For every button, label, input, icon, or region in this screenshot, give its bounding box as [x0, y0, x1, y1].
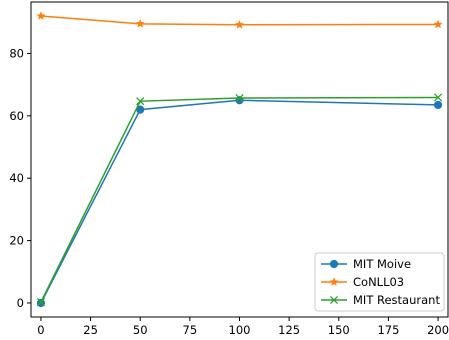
data-point — [136, 97, 145, 106]
data-point — [434, 93, 443, 102]
x-tick-label: 50 — [133, 323, 148, 337]
series-line — [40, 96, 439, 303]
y-tick-label: 80 — [9, 46, 24, 60]
data-point — [135, 18, 145, 28]
data-point — [433, 19, 443, 29]
y-tick-label: 20 — [9, 234, 24, 248]
x-tick-label: 75 — [183, 323, 198, 337]
legend-label: MIT Moive — [353, 257, 411, 271]
legend-entry: MIT Restaurant — [321, 293, 440, 307]
x-tick-label: 125 — [278, 323, 300, 337]
x-tick-label: 200 — [427, 323, 449, 337]
series-line — [40, 99, 439, 304]
y-tick-label: 40 — [9, 171, 24, 185]
y-tick-label: 0 — [17, 296, 24, 310]
legend-marker — [329, 277, 339, 286]
x-axis: 0 25 50 75 100 125 150 175 200 — [37, 317, 449, 337]
y-axis: 0 20 40 60 80 — [9, 46, 31, 310]
series-line — [40, 15, 439, 26]
x-tick-label: 100 — [229, 323, 251, 337]
y-tick-label: 60 — [9, 109, 24, 123]
legend-entry: MIT Moive — [321, 257, 411, 271]
legend-entry: CoNLL03 — [321, 275, 404, 289]
series-2 — [36, 93, 443, 307]
data-point — [36, 11, 46, 20]
x-tick-label: 150 — [328, 323, 350, 337]
legend-box — [314, 252, 445, 312]
x-tick-label: 0 — [37, 323, 44, 337]
legend-label: MIT Restaurant — [353, 293, 440, 307]
x-tick-label: 175 — [377, 323, 399, 337]
x-tick-label: 25 — [83, 323, 98, 337]
legend-marker — [329, 295, 339, 305]
legend-marker — [329, 259, 339, 269]
legend: MIT Moive CoNLL03 MIT Restaurant — [314, 252, 445, 312]
data-point — [234, 19, 245, 29]
series-1 — [36, 11, 443, 29]
data-point — [235, 93, 244, 103]
data-point — [36, 298, 46, 308]
series-group — [36, 11, 443, 308]
data-point — [433, 100, 443, 110]
legend-label: CoNLL03 — [353, 275, 404, 289]
data-point — [36, 297, 45, 307]
